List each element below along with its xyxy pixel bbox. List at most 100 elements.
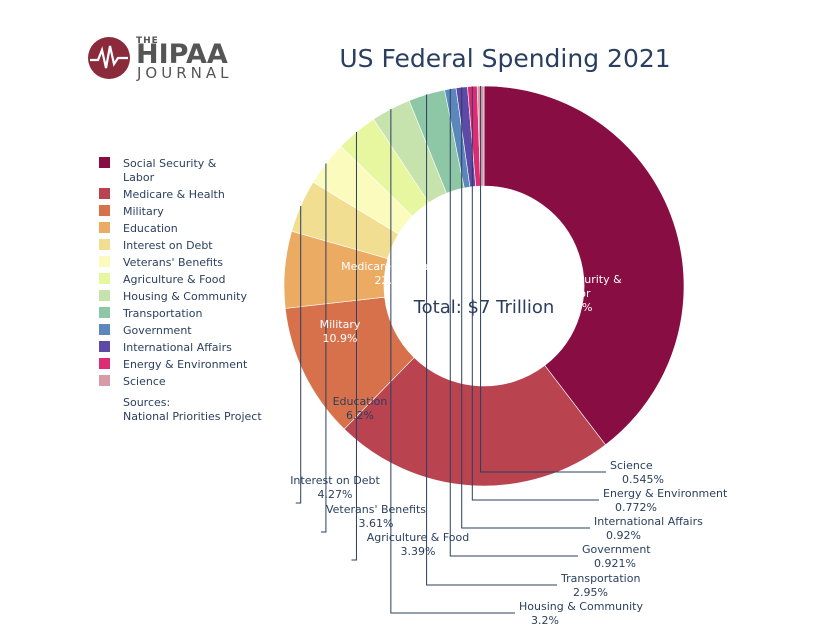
slice-name-social-security-and-labor: Social Security & (528, 273, 622, 286)
legend-label-transportation: Transportation (122, 307, 202, 320)
leader-line-international-affairs (461, 87, 590, 529)
slice-percent-international-affairs: 0.92% (606, 529, 641, 542)
leader-line-science (480, 86, 606, 473)
legend-item-medicare-and-health[interactable]: Medicare & Health (99, 188, 225, 201)
leader-line-agriculture-and-food (351, 131, 357, 561)
legend-swatch-veterans-benefits (99, 256, 110, 267)
slice-name-government: Government (582, 543, 651, 556)
slice-social-security-and-labor[interactable] (483, 85, 685, 446)
leader-line-transportation (426, 94, 557, 586)
legend-swatch-military (99, 205, 110, 216)
leader-line-veterans-benefits (320, 163, 327, 533)
legend-item-international-affairs[interactable]: International Affairs (99, 341, 232, 354)
hipaa-journal-logo: THE HIPAA JOURNAL (88, 36, 232, 82)
chart-title: US Federal Spending 2021 (339, 44, 670, 73)
legend-label-military: Military (123, 205, 164, 218)
slice-name-science: Science (610, 459, 653, 472)
sources-value: National Priorities Project (123, 410, 262, 423)
legend-swatch-government (99, 324, 110, 335)
slice-percent-government: 0.921% (594, 557, 636, 570)
legend-item-education[interactable]: Education (99, 222, 178, 235)
legend-swatch-energy-and-environment (99, 358, 110, 369)
slice-name-energy-and-environment: Energy & Environment (603, 487, 728, 500)
legend-swatch-social-security-and-labor (99, 157, 110, 168)
legend-swatch-transportation (99, 307, 110, 318)
legend-item-military[interactable]: Military (99, 205, 164, 218)
slice-name-agriculture-and-food: Agriculture & Food (367, 531, 469, 544)
slice-percent-housing-and-community: 3.2% (531, 614, 559, 627)
slice-name-veterans-benefits: Veterans' Benefits (326, 503, 426, 516)
legend-item-interest-on-debt[interactable]: Interest on Debt (99, 239, 213, 252)
slice-name-interest-on-debt: Interest on Debt (290, 474, 380, 487)
legend-item-agriculture-and-food[interactable]: Agriculture & Food (99, 273, 225, 286)
legend-swatch-education (99, 222, 110, 233)
sources-heading: Sources: (123, 396, 170, 409)
legend-swatch-international-affairs (99, 341, 110, 352)
slice-percent-education: 6.2% (346, 409, 374, 422)
slice-percent-energy-and-environment: 0.772% (615, 501, 657, 514)
leader-lines (295, 86, 606, 614)
legend-swatch-agriculture-and-food (99, 273, 110, 284)
legend-swatch-science (99, 375, 110, 386)
legend-swatch-interest-on-debt (99, 239, 110, 250)
legend-label-interest-on-debt: Interest on Debt (123, 239, 213, 252)
legend-label-science: Science (123, 375, 166, 388)
legend-label-education: Education (123, 222, 178, 235)
slice-percent-science: 0.545% (622, 473, 664, 486)
leader-line-interest-on-debt (295, 205, 302, 504)
slice-name-transportation: Transportation (560, 572, 640, 585)
slice-name-housing-and-community: Housing & Community (519, 600, 643, 613)
legend-label-agriculture-and-food: Agriculture & Food (123, 273, 225, 286)
logo-circle-icon (88, 37, 130, 79)
legend-label-international-affairs: International Affairs (123, 341, 232, 354)
legend-item-veterans-benefits[interactable]: Veterans' Benefits (99, 256, 223, 269)
slice-name-military: Military (320, 318, 361, 331)
slice-percent-military: 10.9% (323, 332, 358, 345)
slice-name-social-security-and-labor: Labor (559, 287, 591, 300)
legend-label-energy-and-environment: Energy & Environment (123, 358, 248, 371)
sources-note: Sources: National Priorities Project (123, 396, 262, 423)
legend-label-social-security-and-labor: Labor (123, 171, 155, 184)
slice-percent-medicare-and-health: 22.7% (375, 274, 410, 287)
legend-item-energy-and-environment[interactable]: Energy & Environment (99, 358, 248, 371)
leader-line-housing-and-community (390, 109, 515, 614)
slice-percent-social-security-and-labor: 39.6% (558, 301, 593, 314)
slice-percent-agriculture-and-food: 3.39% (401, 545, 436, 558)
legend-label-government: Government (123, 324, 192, 337)
legend-label-housing-and-community: Housing & Community (123, 290, 247, 303)
center-total-label: Total: $7 Trillion (413, 297, 555, 318)
legend-item-science[interactable]: Science (99, 375, 166, 388)
legend-label-medicare-and-health: Medicare & Health (123, 188, 225, 201)
slice-name-education: Education (333, 395, 388, 408)
slice-percent-transportation: 2.95% (573, 586, 608, 599)
legend-label-veterans-benefits: Veterans' Benefits (123, 256, 223, 269)
legend-item-social-security-and-labor[interactable]: Social Security &Labor (99, 157, 217, 184)
legend-item-housing-and-community[interactable]: Housing & Community (99, 290, 247, 303)
legend-swatch-housing-and-community (99, 290, 110, 301)
leader-line-energy-and-environment (471, 86, 599, 501)
slice-medicare-and-health[interactable] (343, 357, 606, 487)
logo-hipaa-text: HIPAA (136, 39, 228, 70)
logo-pulse-icon (90, 45, 128, 69)
legend-item-transportation[interactable]: Transportation (99, 307, 202, 320)
legend-item-government[interactable]: Government (99, 324, 192, 337)
legend-swatch-medicare-and-health (99, 188, 110, 199)
logo-the-text: THE (136, 36, 159, 46)
slice-name-international-affairs: International Affairs (594, 515, 703, 528)
slice-percent-veterans-benefits: 3.61% (359, 517, 394, 530)
logo-journal-text: JOURNAL (136, 64, 232, 82)
slice-name-medicare-and-health: Medicare & Health (341, 260, 443, 273)
